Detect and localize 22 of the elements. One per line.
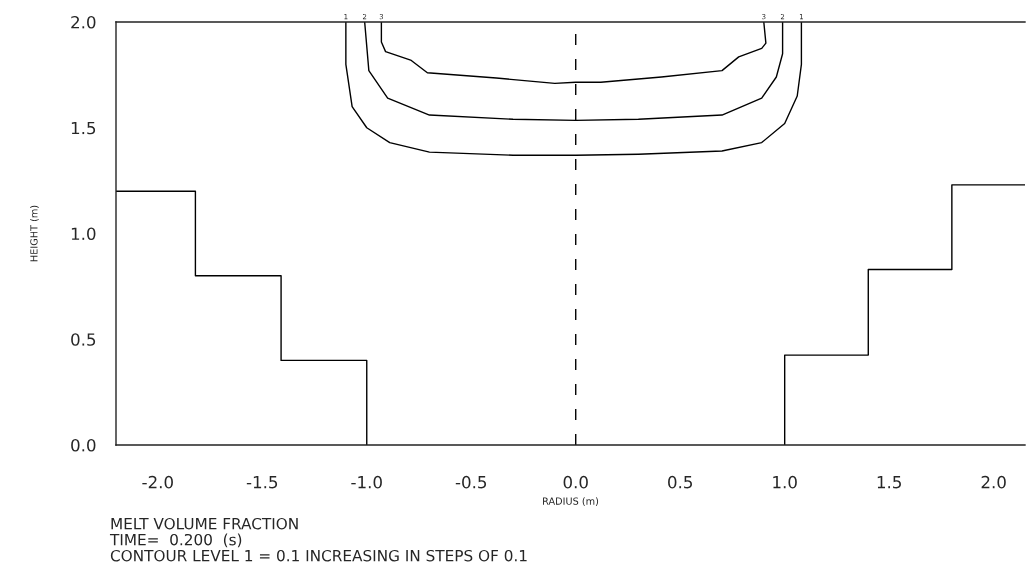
line-series (116, 190, 368, 445)
x-tick-label: -0.5 (455, 475, 487, 489)
text: TIME= 0.200 (s) (109, 533, 242, 548)
x-tick-label: 2.0 (981, 475, 1006, 489)
y-tick-label: 0.5 (71, 333, 96, 346)
x-tick-label: 1.0 (773, 475, 797, 489)
x-tick-label: -1.0 (351, 475, 382, 489)
text: MELT VOLUME FRACTION (111, 517, 298, 530)
line-series (783, 184, 1025, 445)
x-tick-label: -1.5 (246, 476, 278, 489)
text: CONTOUR LEVEL 1 = 0.1 INCREASING IN STEPS OF 0.1 (110, 549, 527, 562)
y-tick-label: 1.5 (71, 121, 96, 135)
y-axis-title: HEIGHT (m) (30, 205, 39, 262)
y-tick-label: 1.0 (71, 227, 96, 241)
x-axis-title: RADIUS (m) (543, 497, 599, 506)
x-tick-label: 0.0 (563, 475, 588, 489)
line-series (345, 22, 803, 156)
x-tick-label: 1.5 (877, 476, 901, 489)
x-tick-label: 0.5 (668, 475, 692, 489)
y-tick-label: 0.0 (71, 438, 96, 452)
x-tick-label: -2.0 (142, 475, 173, 489)
y-tick-label: 2.0 (71, 15, 96, 29)
